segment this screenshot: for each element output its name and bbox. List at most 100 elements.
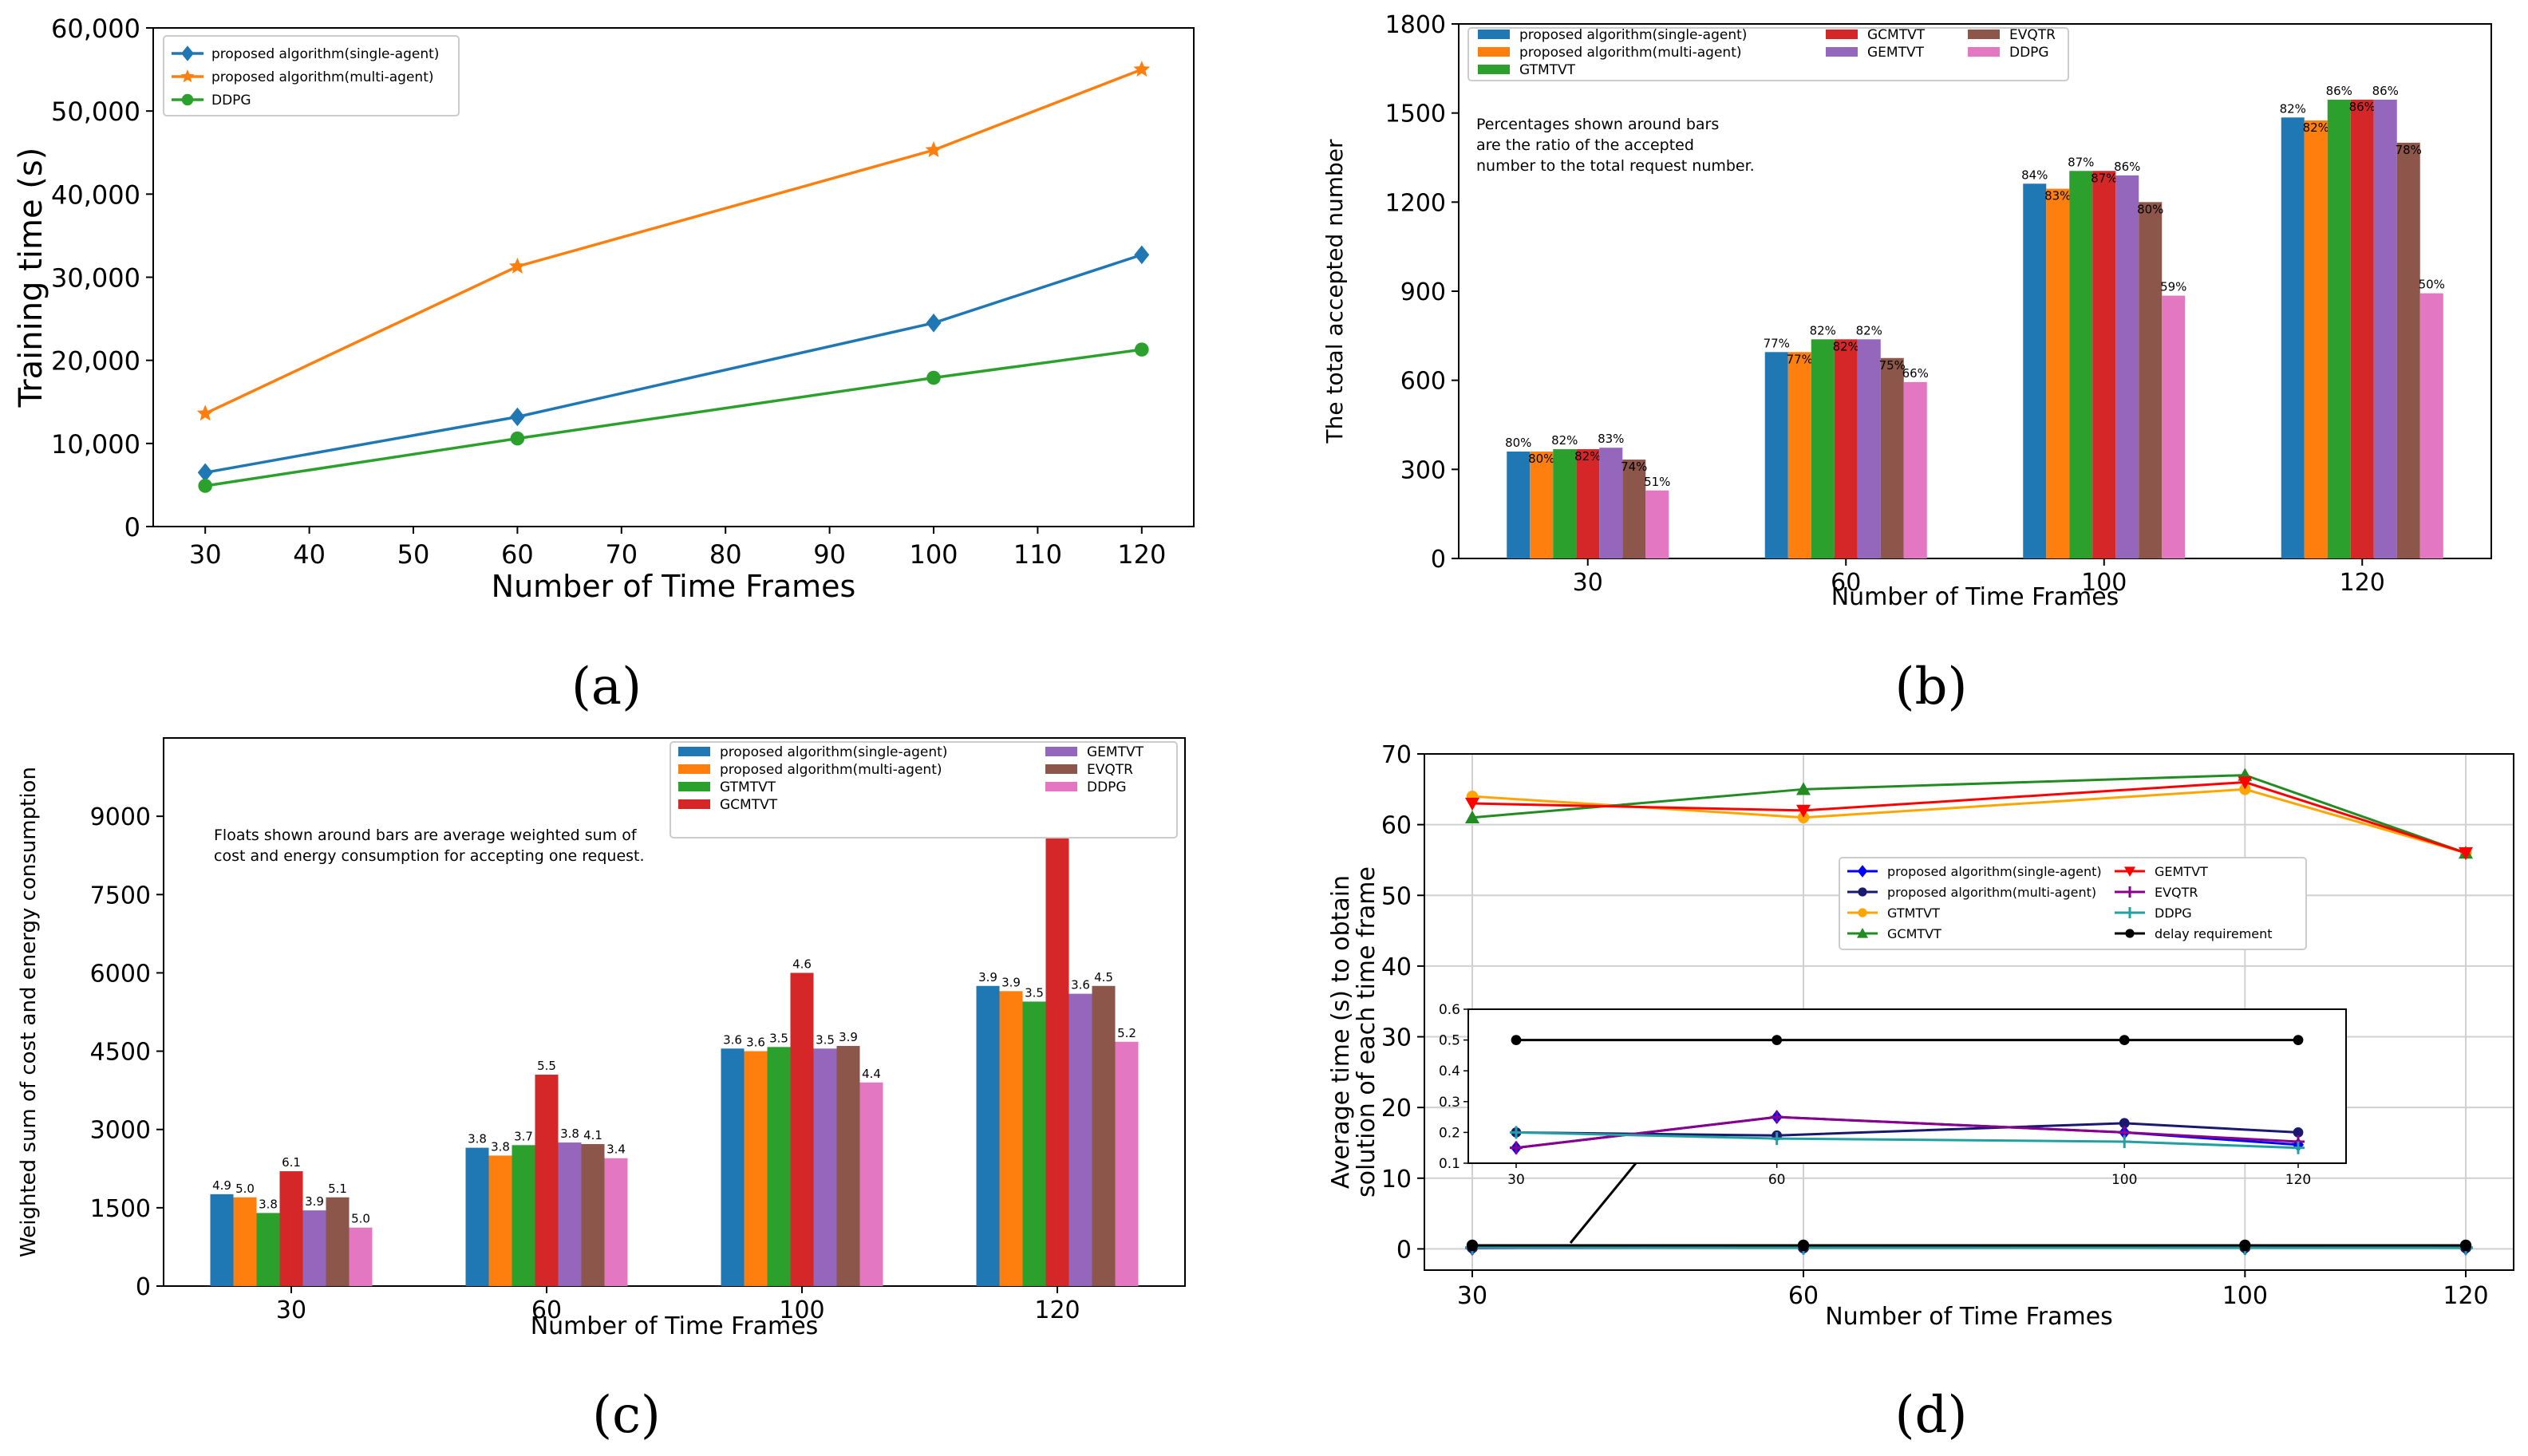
chart-c-bar (1022, 1001, 1046, 1286)
chart-c-bar-label: 3.5 (1025, 985, 1044, 1000)
chart-a-point (197, 463, 213, 483)
chart-c-bar (1045, 821, 1069, 1286)
chart-c-legend-label: GTMTVT (720, 779, 776, 795)
chart-d-inset-series-line (1515, 1130, 2299, 1150)
chart-b-ytick-label: 900 (1400, 278, 1446, 306)
chart-a-point (926, 370, 941, 385)
chart-b-bar (2139, 202, 2163, 559)
chart-c-bar-label: 3.9 (305, 1194, 324, 1209)
chart-b-legend-swatch (1826, 30, 1858, 39)
chart-b-ytick-label: 1800 (1385, 11, 1446, 39)
chart-b-bar (2327, 99, 2351, 558)
chart-b-bar (1880, 357, 1904, 558)
chart-d-xtick-label: 30 (1457, 1282, 1487, 1310)
chart-c-bar-label: 3.8 (259, 1197, 278, 1211)
chart-b-bar-label: 86% (2326, 84, 2352, 98)
chart-c-bar-label: 3.5 (769, 1031, 788, 1045)
chart-c-legend-label: GEMTVT (1087, 744, 1144, 760)
chart-b-ytick-label: 1200 (1385, 189, 1446, 217)
chart-c-legend-label: GCMTVT (720, 797, 778, 813)
chart-b-legend-label: proposed algorithm(multi-agent) (1519, 45, 1742, 61)
chart-b-ytick-label: 300 (1400, 456, 1446, 484)
chart-b-legend-label: GTMTVT (1519, 62, 1576, 78)
chart-b-ytick-label: 1500 (1385, 101, 1446, 128)
chart-a-point (925, 141, 942, 158)
chart-c-bar-label: 3.9 (839, 1030, 858, 1044)
chart-d-inset-point (1510, 1126, 1523, 1139)
chart-a-point (196, 404, 214, 421)
chart-b-bar (1764, 352, 1788, 558)
chart-c-bar (790, 973, 814, 1286)
chart-b-bar (2162, 295, 2186, 558)
chart-d-inset-point (1511, 1035, 1522, 1045)
chart-c-bar (836, 1046, 860, 1286)
chart-c-xtick-label: 100 (779, 1296, 824, 1324)
chart-a-ytick-label: 60,000 (51, 14, 140, 44)
chart-b-bar (1857, 339, 1881, 558)
chart-d-inset-point (2292, 1141, 2305, 1154)
chart-c-bar-label: 5.5 (537, 1059, 556, 1073)
chart-a-point (1134, 245, 1150, 265)
chart-a-xtick-label: 30 (189, 539, 222, 570)
chart-c-ytick-label: 3000 (90, 1117, 151, 1145)
chart-d-legend (1839, 857, 2307, 950)
chart-c-bar (859, 1082, 883, 1286)
chart-c-xlabel: Number of Time Frames (531, 1312, 819, 1340)
chart-c-bar-label: 3.9 (978, 970, 997, 984)
chart-b-bar (2023, 183, 2047, 558)
chart-b-legend-swatch (1478, 30, 1510, 39)
chart-c-bar-label: 3.4 (606, 1142, 626, 1157)
chart-b-bar-label: 86% (2349, 100, 2376, 114)
chart-c: 0 1500 3000 4500 6000 7500 9000 30 4.9 5.0 3.8 6.1 3… (17, 737, 1186, 1445)
chart-b-bar (1599, 448, 1623, 558)
chart-d-xtick-label: 60 (1788, 1282, 1819, 1310)
chart-d-inset-point (2119, 1118, 2130, 1129)
chart-a-xtick-label: 120 (1117, 539, 1166, 570)
chart-b-bar-label: 82% (1810, 323, 1836, 337)
chart-d-xlabel: Number of Time Frames (1825, 1303, 2113, 1331)
chart-c-ytick-label: 9000 (90, 803, 151, 831)
chart-b-bar-label: 80% (1505, 436, 1531, 450)
chart-c-bar (349, 1227, 373, 1286)
chart-b-legend-label: DDPG (2009, 45, 2049, 61)
chart-d-inset-ytick-label: 0.3 (1439, 1095, 1460, 1111)
chart-d-ytick-label: 20 (1381, 1095, 1412, 1123)
chart-a-legend-label: proposed algorithm(single-agent) (211, 46, 439, 62)
chart-a-ylabel: Training time (s) (13, 148, 49, 408)
chart-d-legend-marker (1857, 865, 1868, 878)
chart-b-bar-label: 77% (1764, 336, 1790, 350)
chart-d-point (1465, 810, 1479, 823)
chart-b-bar (1645, 490, 1669, 558)
chart-d-legend-label: EVQTR (2155, 885, 2198, 900)
chart-d-inset-ytick-label: 0.1 (1439, 1156, 1460, 1172)
chart-a-point (1133, 61, 1151, 77)
chart-d-inset-point (1772, 1035, 1783, 1045)
chart-c-bar-label: 5.1 (328, 1182, 347, 1196)
chart-a-legend-label: proposed algorithm(multi-agent) (211, 69, 434, 85)
chart-b-bar (2115, 175, 2139, 559)
chart-c-bar (767, 1047, 791, 1286)
chart-c-bar (604, 1158, 628, 1286)
chart-a-ytick-label: 30,000 (51, 263, 140, 294)
chart-d-ytick-label: 70 (1381, 741, 1412, 769)
chart-b-legend-swatch (1968, 30, 2000, 39)
chart-d-inset-point (1510, 1141, 1523, 1154)
chart-a: 30 40 50 60 70 80 90 100 110 120 0 10,000 20,000 30,0… (13, 14, 1195, 716)
chart-c-bar-label: 3.8 (468, 1132, 487, 1146)
chart-d-ytick-label: 60 (1381, 812, 1412, 840)
chart-d-legend-marker (2125, 929, 2135, 938)
chart-a-xtick-label: 100 (909, 539, 958, 570)
chart-d-inset-ytick-label: 0.4 (1439, 1063, 1460, 1079)
chart-c-bar (210, 1194, 234, 1286)
chart-b-bar-label: 80% (2137, 202, 2163, 216)
chart-d-inset-xtick-label: 100 (2111, 1172, 2137, 1188)
chart-c-bar (256, 1213, 280, 1286)
chart-b-legend-swatch (1826, 47, 1858, 57)
chart-c-bar (558, 1142, 582, 1286)
chart-b-bar-label: 80% (1528, 452, 1554, 466)
chart-d-legend-label: DDPG (2155, 906, 2192, 921)
chart-d-legend-label: proposed algorithm(single-agent) (1887, 864, 2102, 879)
chart-b-xtick-label: 60 (1831, 569, 1861, 597)
chart-d-series-line (1471, 774, 2467, 854)
